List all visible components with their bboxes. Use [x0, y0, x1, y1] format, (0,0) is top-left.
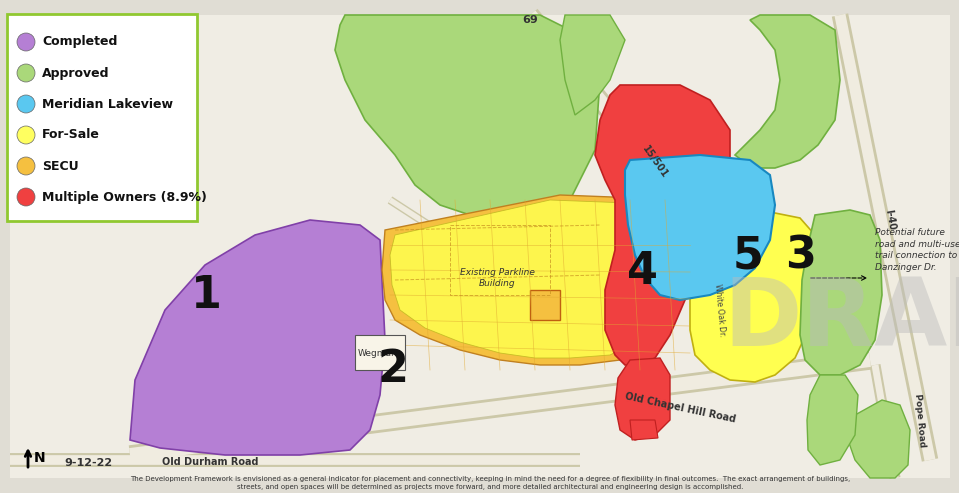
- Polygon shape: [625, 155, 775, 300]
- Polygon shape: [390, 200, 690, 358]
- Text: Potential future
road and multi-use
trail connection to
Danzinger Dr.: Potential future road and multi-use trai…: [875, 228, 959, 272]
- Text: 1: 1: [191, 274, 222, 317]
- Polygon shape: [690, 210, 815, 382]
- Text: 3: 3: [785, 235, 816, 278]
- Polygon shape: [615, 358, 670, 440]
- Polygon shape: [560, 15, 625, 115]
- Polygon shape: [355, 335, 405, 370]
- Text: 69: 69: [522, 15, 538, 25]
- Polygon shape: [595, 85, 730, 365]
- Text: 4: 4: [627, 249, 658, 293]
- Circle shape: [17, 64, 35, 82]
- Polygon shape: [10, 15, 950, 478]
- Polygon shape: [807, 375, 858, 465]
- Text: SECU: SECU: [42, 160, 79, 173]
- Text: Completed: Completed: [42, 35, 117, 48]
- Circle shape: [17, 157, 35, 175]
- Text: Old Durham Road: Old Durham Road: [162, 457, 258, 467]
- Text: The Development Framework is envisioned as a general indicator for placement and: The Development Framework is envisioned …: [129, 477, 850, 490]
- Polygon shape: [382, 195, 700, 365]
- Text: Pope Road: Pope Road: [913, 393, 926, 447]
- Polygon shape: [130, 220, 385, 455]
- Text: Existing Parkline
Building: Existing Parkline Building: [459, 268, 534, 288]
- Text: I-40: I-40: [883, 209, 897, 231]
- Text: DRAFT: DRAFT: [723, 274, 959, 366]
- Circle shape: [17, 126, 35, 144]
- Text: 9-12-22: 9-12-22: [64, 458, 112, 468]
- Polygon shape: [735, 15, 840, 168]
- Text: 2: 2: [378, 348, 409, 391]
- Polygon shape: [630, 420, 658, 440]
- Text: Multiple Owners (8.9%): Multiple Owners (8.9%): [42, 190, 207, 204]
- Text: 5: 5: [733, 235, 763, 278]
- Polygon shape: [800, 210, 882, 375]
- Circle shape: [17, 33, 35, 51]
- Text: Wegmans: Wegmans: [358, 349, 402, 357]
- Text: Old Chapel Hill Road: Old Chapel Hill Road: [623, 391, 737, 424]
- Polygon shape: [848, 400, 910, 478]
- Circle shape: [17, 95, 35, 113]
- Polygon shape: [335, 15, 600, 220]
- Text: White Oak Dr.: White Oak Dr.: [713, 283, 727, 337]
- Text: 15/501: 15/501: [641, 144, 669, 180]
- Text: N: N: [34, 451, 46, 465]
- Text: Meridian Lakeview: Meridian Lakeview: [42, 98, 173, 110]
- Polygon shape: [530, 290, 560, 320]
- Polygon shape: [10, 15, 950, 478]
- Text: For-Sale: For-Sale: [42, 129, 100, 141]
- FancyBboxPatch shape: [7, 14, 197, 221]
- Text: Approved: Approved: [42, 67, 109, 79]
- Circle shape: [17, 188, 35, 206]
